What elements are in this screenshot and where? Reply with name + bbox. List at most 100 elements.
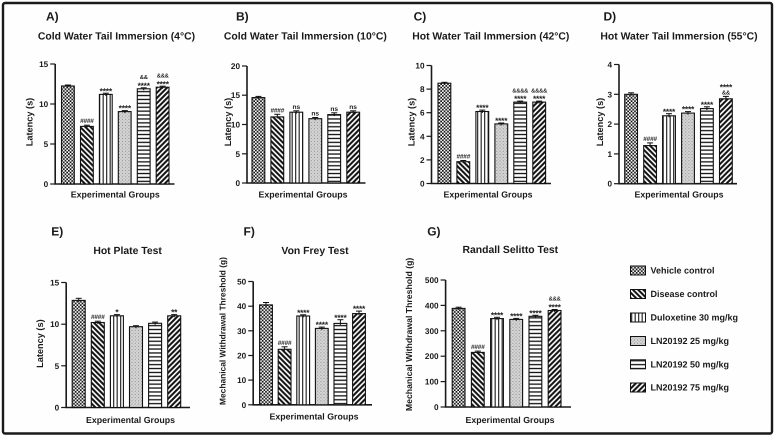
svg-text:2: 2 [607, 120, 612, 129]
svg-text:****: **** [297, 307, 310, 317]
svg-text:****: **** [316, 320, 329, 330]
svg-text:0: 0 [235, 179, 240, 188]
svg-text:****: **** [510, 311, 523, 321]
svg-text:LN20192 25 mg/kg: LN20192 25 mg/kg [651, 336, 730, 346]
svg-text:Hot Water Tail Immersion (55°C: Hot Water Tail Immersion (55°C) [600, 31, 757, 42]
svg-text:ns: ns [330, 106, 338, 113]
svg-text:Latency (s): Latency (s) [25, 98, 35, 147]
svg-text:3: 3 [607, 90, 612, 99]
svg-text:####: #### [456, 154, 470, 161]
svg-text:****: **** [119, 103, 132, 113]
svg-text:B): B) [236, 10, 249, 24]
svg-text:####: #### [91, 314, 105, 321]
svg-text:0: 0 [420, 180, 425, 189]
svg-text:Hot Water Tail Immersion (42°C: Hot Water Tail Immersion (42°C) [412, 31, 569, 42]
svg-text:****: **** [157, 79, 170, 89]
svg-text:4: 4 [607, 61, 612, 70]
svg-text:&&: && [140, 74, 148, 81]
svg-text:Von Frey Test: Von Frey Test [281, 246, 349, 257]
svg-text:Latency (s): Latency (s) [595, 98, 605, 147]
svg-text:500: 500 [425, 276, 439, 285]
svg-text:Vehicle control: Vehicle control [651, 266, 715, 276]
svg-text:ns: ns [311, 111, 319, 118]
svg-text:20: 20 [231, 62, 241, 71]
svg-text:400: 400 [425, 301, 439, 310]
svg-text:E): E) [51, 225, 63, 239]
svg-text:0: 0 [242, 401, 247, 410]
svg-text:G): G) [427, 225, 440, 239]
svg-text:0: 0 [44, 180, 49, 189]
svg-text:****: **** [353, 304, 366, 314]
svg-text:10: 10 [237, 376, 247, 385]
svg-text:20: 20 [237, 352, 247, 361]
svg-text:0: 0 [55, 404, 60, 413]
svg-text:Mechanical Withdrawal Threshol: Mechanical Withdrawal Threshold (g) [404, 258, 414, 412]
svg-text:Randall Selitto Test: Randall Selitto Test [462, 245, 558, 256]
svg-text:####: #### [471, 344, 485, 351]
svg-text:****: **** [663, 106, 676, 116]
svg-text:ns: ns [349, 104, 357, 111]
svg-text:5: 5 [235, 150, 240, 159]
svg-text:####: #### [278, 340, 292, 347]
svg-text:****: **** [514, 94, 527, 104]
svg-text:6: 6 [420, 109, 425, 118]
svg-text:Experimental Groups: Experimental Groups [635, 189, 724, 199]
svg-text:15: 15 [39, 60, 49, 69]
svg-text:LN20192 50 mg/kg: LN20192 50 mg/kg [651, 360, 730, 370]
svg-text:5: 5 [55, 362, 60, 371]
svg-text:****: **** [701, 99, 714, 109]
svg-text:Disease control: Disease control [651, 289, 718, 299]
svg-text:ns: ns [292, 104, 300, 111]
svg-text:****: **** [491, 310, 504, 320]
svg-text:####: #### [270, 107, 284, 114]
svg-text:Hot Plate Test: Hot Plate Test [93, 246, 162, 257]
svg-text:0: 0 [434, 403, 439, 412]
svg-text:####: #### [80, 118, 94, 125]
svg-text:****: **** [495, 116, 508, 126]
svg-text:C): C) [414, 10, 427, 24]
svg-text:0: 0 [607, 180, 612, 189]
svg-text:15: 15 [50, 279, 60, 288]
svg-text:Latency (s): Latency (s) [223, 98, 233, 147]
svg-text:**: ** [171, 307, 178, 317]
svg-text:50: 50 [237, 278, 247, 287]
svg-text:200: 200 [425, 352, 439, 361]
svg-text:Cold Water Tail Immersion (4°C: Cold Water Tail Immersion (4°C) [38, 31, 195, 42]
svg-text:8: 8 [420, 85, 425, 94]
svg-text:10: 10 [39, 100, 49, 109]
svg-text:****: **** [548, 302, 561, 312]
svg-text:&&&&: &&&& [512, 87, 528, 94]
svg-text:F): F) [244, 225, 255, 239]
svg-text:Experimental Groups: Experimental Groups [71, 189, 160, 199]
svg-text:****: **** [476, 103, 489, 113]
svg-text:&&: && [722, 89, 730, 96]
svg-text:&&&: &&& [157, 72, 169, 79]
svg-text:****: **** [138, 80, 151, 90]
svg-text:****: **** [533, 94, 546, 104]
svg-text:****: **** [720, 82, 733, 92]
svg-text:300: 300 [425, 327, 439, 336]
svg-text:5: 5 [44, 140, 49, 149]
svg-text:Latency (s): Latency (s) [407, 98, 417, 147]
svg-text:10: 10 [415, 62, 425, 71]
svg-text:****: **** [334, 312, 347, 322]
svg-text:10: 10 [50, 320, 60, 329]
svg-text:LN20192 75 mg/kg: LN20192 75 mg/kg [651, 383, 730, 393]
svg-text:*: * [115, 307, 119, 317]
svg-text:15: 15 [231, 91, 241, 100]
svg-text:****: **** [100, 86, 113, 96]
svg-text:&&&&: &&&& [531, 87, 547, 94]
svg-text:Experimental Groups: Experimental Groups [259, 189, 348, 199]
svg-text:Experimental Groups: Experimental Groups [444, 189, 533, 199]
svg-text:****: **** [529, 308, 542, 318]
svg-text:2: 2 [420, 156, 425, 165]
svg-text:Cold Water Tail Immersion (10°: Cold Water Tail Immersion (10°C) [224, 31, 387, 42]
svg-text:30: 30 [237, 327, 247, 336]
svg-text:Experimental Groups: Experimental Groups [86, 415, 175, 425]
svg-text:####: #### [643, 136, 657, 143]
svg-text:&&&: &&& [549, 296, 561, 303]
svg-text:10: 10 [231, 121, 241, 130]
svg-text:A): A) [46, 10, 59, 24]
svg-text:40: 40 [237, 302, 247, 311]
svg-text:****: **** [682, 104, 695, 114]
